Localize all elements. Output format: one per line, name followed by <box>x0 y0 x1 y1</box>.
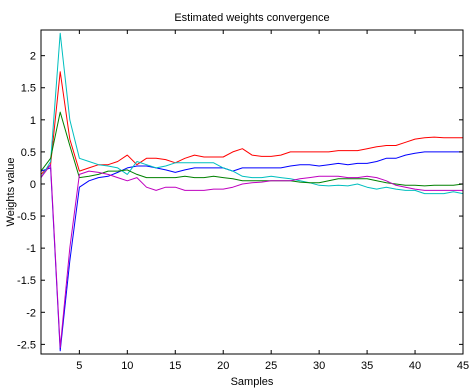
y-tick-label: -1 <box>26 243 36 255</box>
x-tick-label: 35 <box>361 360 373 372</box>
y-tick-label: 0.5 <box>21 147 36 159</box>
x-tick-label: 20 <box>217 360 229 372</box>
y-axis-label: Weights value <box>5 158 17 227</box>
x-tick-label: 25 <box>265 360 277 372</box>
y-tick-label: 1.5 <box>21 83 36 95</box>
y-tick-label: 0 <box>30 179 36 191</box>
x-tick-label: 45 <box>457 360 469 372</box>
x-tick-label: 40 <box>409 360 421 372</box>
series-line-4 <box>40 111 464 187</box>
x-tick-label: 5 <box>76 360 82 372</box>
ticks-layer: 5 10 15 20 25 30 35 40 45 2 1.5 1 0.5 0 -0.5 -1 -1.5 -2 -2… <box>17 30 469 372</box>
y-tick-label: 2 <box>30 51 36 63</box>
series-layer <box>40 32 464 352</box>
y-tick-label: 1 <box>30 115 36 127</box>
y-tick-label: -2 <box>26 307 36 319</box>
y-tick-label: -2.5 <box>17 339 36 351</box>
x-tick-label: 15 <box>169 360 181 372</box>
x-tick-label: 30 <box>313 360 325 372</box>
x-axis-label: Samples <box>231 376 274 388</box>
plot-frame <box>40 29 464 355</box>
series-line-2 <box>40 151 463 352</box>
series-line-5 <box>40 164 463 349</box>
x-tick-label: 10 <box>121 360 133 372</box>
y-tick-label: -0.5 <box>17 211 36 223</box>
series-line-1 <box>40 71 463 175</box>
y-tick-label: -1.5 <box>17 275 36 287</box>
series-line-3 <box>40 32 464 195</box>
chart-title: Estimated weights convergence <box>174 12 329 24</box>
